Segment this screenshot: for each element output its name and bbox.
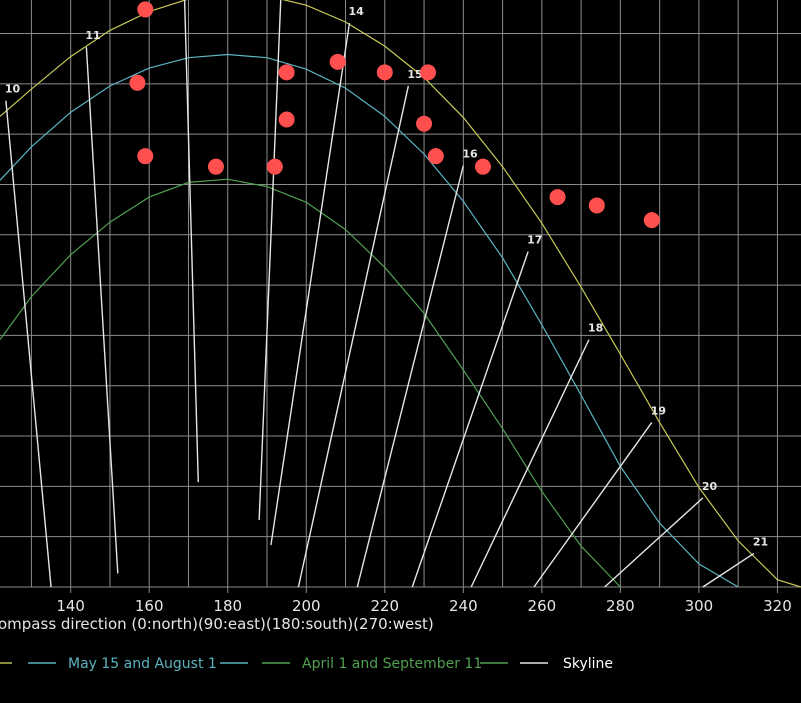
skyline-point — [643, 212, 660, 229]
skyline-point — [129, 74, 146, 91]
hour-label-21: 21 — [753, 535, 768, 548]
hour-line-14 — [270, 22, 351, 546]
legend: May 15 and August 1 April 1 and September… — [0, 656, 613, 672]
skyline-point — [207, 158, 224, 175]
skyline-point — [278, 64, 295, 81]
skyline-point — [419, 64, 436, 81]
hour-label-11: 11 — [85, 29, 100, 42]
x-tick-label: 280 — [606, 597, 635, 615]
hour-line-12 — [183, 0, 199, 483]
skyline-point — [474, 158, 491, 175]
skyline-point — [278, 111, 295, 128]
hour-label-18: 18 — [588, 322, 603, 335]
hour-label-16: 16 — [462, 148, 478, 161]
hour-line-19 — [533, 422, 653, 588]
hour-label-14: 14 — [348, 5, 364, 18]
skyline-point — [266, 158, 283, 175]
x-tick-label: 220 — [370, 597, 399, 615]
x-axis-ticks: 140 160 180 200 220 240 260 280 300 320 — [56, 587, 792, 615]
hour-line-13 — [258, 0, 282, 520]
skyline-point — [416, 115, 433, 132]
x-tick-label: 260 — [528, 597, 557, 615]
hour-label-20: 20 — [702, 480, 718, 493]
hour-line-10 — [5, 100, 52, 588]
legend-label: Skyline — [563, 656, 613, 672]
hour-label-19: 19 — [651, 404, 666, 417]
x-tick-label: 300 — [685, 597, 714, 615]
skyline-points — [129, 1, 660, 229]
hour-line-15 — [297, 85, 410, 588]
hour-line-11 — [85, 47, 119, 574]
x-axis-label: ompass direction (0:north)(90:east)(180:… — [0, 615, 434, 633]
skyline-point — [549, 189, 566, 206]
legend-label: April 1 and September 11 — [302, 656, 482, 672]
skyline-point — [588, 197, 605, 214]
x-tick-label: 200 — [292, 597, 321, 615]
x-tick-label: 160 — [135, 597, 164, 615]
sun-path-yellow-line — [0, 0, 801, 588]
hour-line-16 — [356, 165, 465, 588]
hour-lines: 101112131415161718192021 — [5, 0, 768, 588]
hour-label-17: 17 — [527, 234, 542, 247]
hour-line-20 — [604, 497, 704, 588]
hour-label-10: 10 — [5, 83, 21, 96]
x-tick-label: 320 — [763, 597, 792, 615]
skyline-point — [329, 53, 346, 70]
skyline-point — [427, 148, 444, 165]
sun-path-teal-line — [0, 53, 739, 588]
hour-label-15: 15 — [407, 68, 422, 81]
skyline-point — [137, 1, 154, 18]
hour-line-17 — [411, 251, 529, 588]
plot-grid — [0, 0, 801, 588]
skyline-point — [376, 64, 393, 81]
hour-line-18 — [470, 339, 590, 588]
x-tick-label: 140 — [56, 597, 85, 615]
x-tick-label: 240 — [449, 597, 478, 615]
legend-label: May 15 and August 1 — [68, 656, 217, 672]
skyline-point — [137, 148, 154, 165]
x-tick-label: 180 — [213, 597, 242, 615]
hour-line-21 — [702, 552, 755, 588]
